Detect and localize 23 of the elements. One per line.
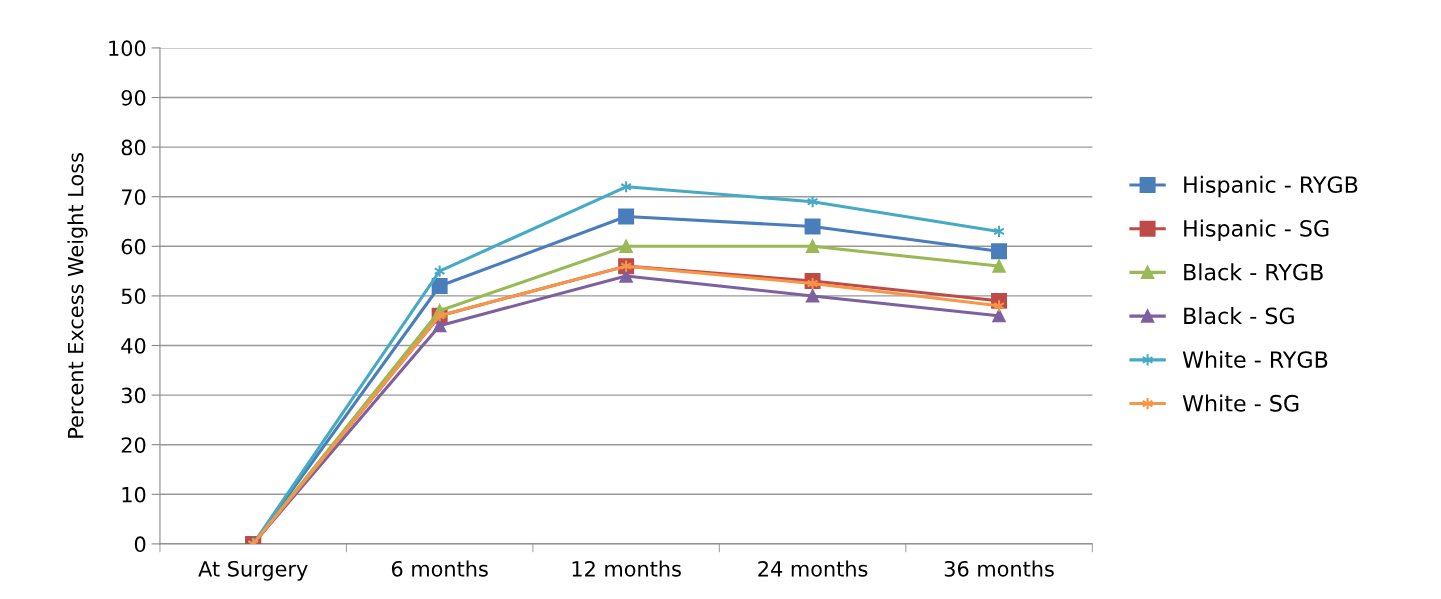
legend-label: Black - SG — [1184, 307, 1294, 325]
x-tick-label: At Surgery — [198, 560, 308, 581]
y-tick-label: 60 — [121, 238, 146, 255]
x-tick-label: 36 months — [944, 560, 1054, 577]
x-tick-label: 6 months — [391, 560, 488, 577]
y-tick-label: 90 — [121, 89, 146, 106]
y-axis-title: Percent Excess Weight Loss — [67, 153, 88, 438]
legend-label: White - RYGB — [1182, 350, 1328, 368]
y-tick-label: 0 — [134, 536, 146, 553]
y-tick-label: 30 — [121, 387, 146, 404]
legend-label: White - SG — [1182, 394, 1299, 412]
y-tick-label: 40 — [121, 337, 146, 354]
x-tick-label: 24 months — [758, 560, 868, 577]
y-tick-label: 70 — [121, 189, 146, 205]
legend-label: Black - RYGB — [1184, 263, 1323, 281]
y-tick-label: 10 — [122, 486, 146, 503]
legend-label: Hispanic - SG — [1184, 219, 1329, 242]
y-tick-label: 80 — [121, 139, 146, 156]
y-tick-label: 50 — [121, 288, 146, 305]
x-tick-label: 12 months — [572, 560, 681, 577]
y-tick-label: 100 — [109, 40, 146, 57]
legend-label: Hispanic - RYGB — [1184, 175, 1358, 198]
y-tick-label: 20 — [121, 437, 146, 453]
